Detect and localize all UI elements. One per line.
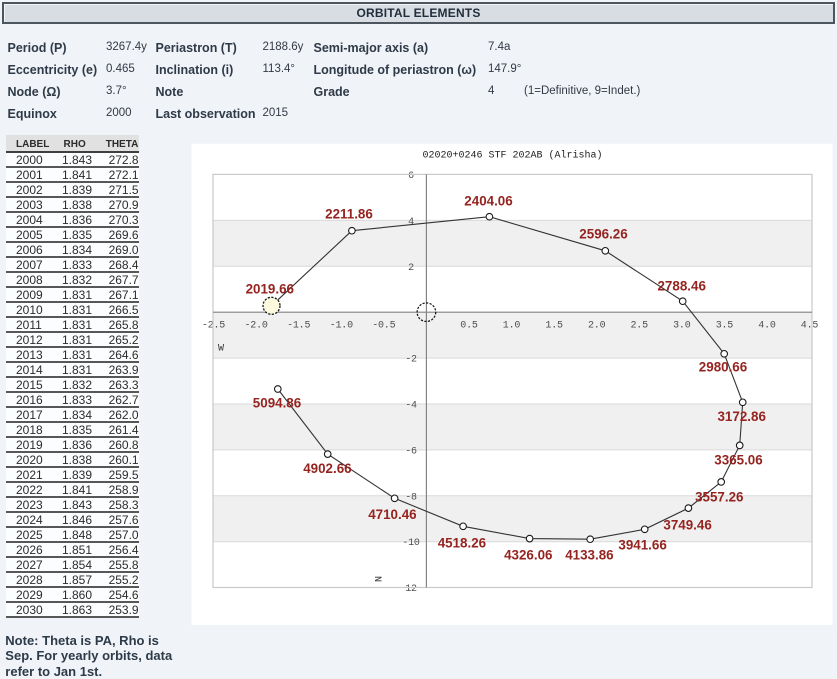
svg-text:3.0: 3.0 xyxy=(673,321,691,332)
svg-text:2596.26: 2596.26 xyxy=(579,227,627,242)
svg-text:3749.46: 3749.46 xyxy=(663,518,711,533)
svg-text:3.5: 3.5 xyxy=(716,321,734,332)
svg-text:0.5: 0.5 xyxy=(460,321,478,332)
svg-text:-8: -8 xyxy=(405,492,417,503)
svg-text:4.0: 4.0 xyxy=(758,321,776,332)
svg-text:4710.46: 4710.46 xyxy=(368,507,416,522)
svg-text:2211.86: 2211.86 xyxy=(325,207,373,222)
svg-text:4.5: 4.5 xyxy=(801,321,819,332)
svg-text:2404.06: 2404.06 xyxy=(464,194,512,209)
svg-text:4133.86: 4133.86 xyxy=(565,548,613,563)
svg-text:4326.06: 4326.06 xyxy=(504,548,552,563)
svg-text:3172.86: 3172.86 xyxy=(717,409,765,424)
svg-text:-1.0: -1.0 xyxy=(330,321,353,332)
svg-text:N: N xyxy=(375,576,386,582)
svg-text:-2: -2 xyxy=(405,355,417,366)
svg-text:4518.26: 4518.26 xyxy=(438,536,486,551)
svg-text:4902.66: 4902.66 xyxy=(303,461,351,476)
svg-text:6: 6 xyxy=(408,171,414,182)
svg-text:2.0: 2.0 xyxy=(588,321,606,332)
svg-text:12: 12 xyxy=(405,584,417,595)
svg-text:-2.0: -2.0 xyxy=(244,321,267,332)
svg-text:02020+0246 STF 202AB (Alrisha): 02020+0246 STF 202AB (Alrisha) xyxy=(422,150,602,162)
svg-text:3557.26: 3557.26 xyxy=(695,489,743,504)
svg-text:2: 2 xyxy=(408,263,414,274)
svg-text:-1.5: -1.5 xyxy=(287,321,310,332)
svg-text:-10: -10 xyxy=(402,538,420,549)
svg-text:1.5: 1.5 xyxy=(545,321,563,332)
svg-text:2980.66: 2980.66 xyxy=(699,360,747,375)
svg-text:W: W xyxy=(218,343,224,354)
svg-text:4: 4 xyxy=(408,217,414,228)
svg-text:2.5: 2.5 xyxy=(630,321,648,332)
svg-text:3941.66: 3941.66 xyxy=(618,538,666,553)
svg-text:2788.46: 2788.46 xyxy=(657,279,705,294)
svg-text:-2.5: -2.5 xyxy=(202,321,225,332)
svg-text:5094.86: 5094.86 xyxy=(253,396,301,411)
svg-text:-4: -4 xyxy=(405,401,417,412)
svg-text:2019.66: 2019.66 xyxy=(246,282,294,297)
svg-text:1.0: 1.0 xyxy=(503,321,521,332)
svg-text:-6: -6 xyxy=(405,446,417,457)
svg-text:3365.06: 3365.06 xyxy=(714,453,762,468)
svg-text:-0.5: -0.5 xyxy=(372,321,395,332)
